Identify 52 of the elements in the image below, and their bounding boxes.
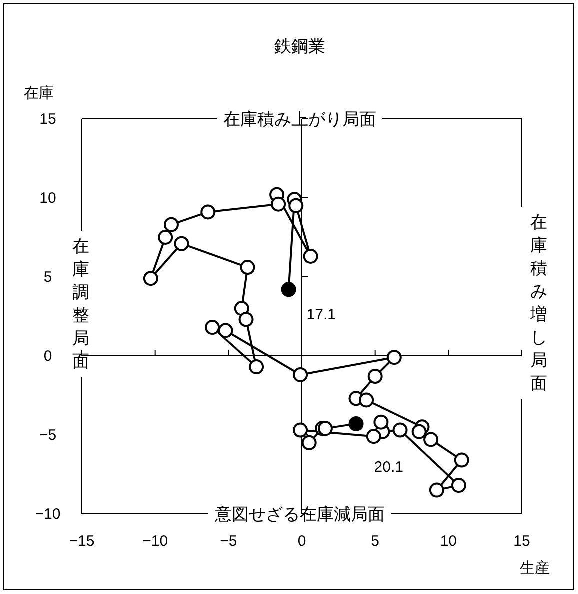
point (302, 435, 317, 450)
point (374, 414, 389, 430)
y-tick-label: −5 (39, 427, 57, 444)
point (366, 429, 382, 444)
point (429, 482, 444, 498)
y-tick-label: 5 (44, 269, 52, 286)
text: 在庫積み増し局面 (530, 213, 548, 393)
point (293, 367, 308, 382)
point (158, 230, 174, 245)
point (386, 350, 402, 366)
y-tick-label: 0 (44, 348, 52, 365)
annotation: 在庫調整局面 (72, 237, 90, 371)
x-tick-label: −5 (220, 533, 238, 550)
point (359, 392, 374, 408)
point (288, 198, 304, 214)
point (451, 478, 466, 494)
y-tick-label: 10 (40, 190, 56, 207)
point (424, 432, 439, 448)
point (293, 422, 308, 438)
point (240, 260, 256, 276)
point (348, 416, 364, 432)
annotation: 17.1 (306, 306, 336, 324)
chart-title: 鉄鋼業 (274, 37, 326, 56)
x-tick-label: −15 (69, 533, 95, 550)
point (164, 217, 179, 232)
point (234, 301, 250, 316)
point (174, 236, 190, 252)
x-tick-label: 15 (514, 533, 530, 550)
point (205, 320, 220, 336)
point (218, 323, 234, 338)
x-tick-label: 10 (440, 533, 458, 550)
y-tick-label: 15 (40, 111, 56, 128)
point (281, 282, 296, 298)
point (249, 360, 264, 375)
point (238, 312, 254, 328)
point (454, 452, 470, 468)
point (392, 422, 408, 438)
x-tick-label: −10 (142, 533, 168, 550)
y-axis-title: 在庫 (24, 85, 54, 102)
point (200, 204, 216, 220)
annotation: 意図せざる在庫減局面 (214, 505, 385, 524)
x-tick-label: 5 (371, 533, 380, 550)
annotation: 在庫積み上がり局面 (224, 110, 376, 129)
y-tick-label: −10 (35, 506, 61, 523)
point (271, 196, 286, 212)
point (143, 271, 158, 286)
x-tick-label: 0 (298, 533, 306, 550)
annotation: 20.1 (374, 458, 404, 476)
point (303, 248, 318, 264)
x-axis-title: 生産 (520, 560, 550, 577)
point (368, 369, 383, 384)
point (412, 424, 427, 440)
